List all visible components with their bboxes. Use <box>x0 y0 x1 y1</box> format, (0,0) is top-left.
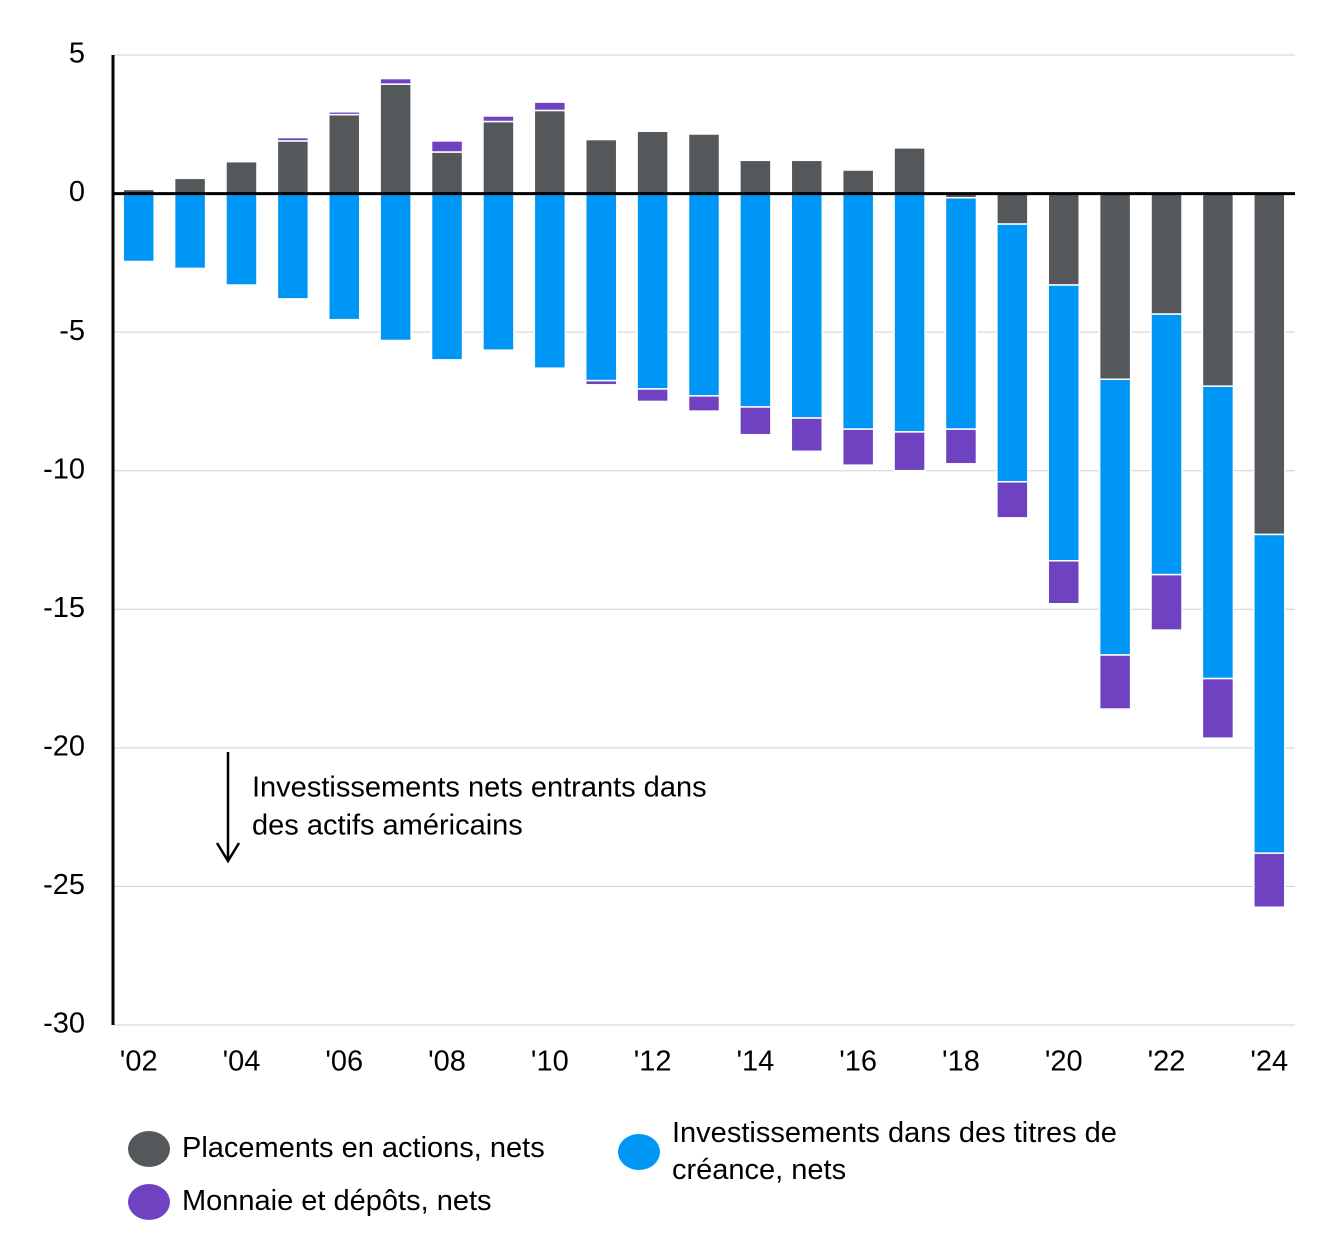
bar-segment <box>1253 533 1286 854</box>
bar-segment <box>225 192 258 286</box>
annotation: des actifs américains <box>252 810 523 842</box>
bar-segment <box>1098 654 1132 710</box>
bar-segment <box>379 83 412 195</box>
bar-segment <box>841 169 875 195</box>
bar-segment <box>533 109 567 195</box>
bar-segment <box>687 192 721 397</box>
bar-segment <box>482 192 515 351</box>
y-tick-label: 5 <box>69 38 85 70</box>
bar-segment <box>1150 573 1183 631</box>
x-tick-label: '18 <box>942 1046 980 1078</box>
legend-item: Investissements dans des titres de créan… <box>618 1115 1198 1189</box>
bar-segment <box>996 192 1029 225</box>
bar-segment <box>482 120 515 195</box>
y-tick-label: -30 <box>43 1008 85 1040</box>
bar-segment <box>173 192 207 270</box>
bar-segment <box>893 431 926 472</box>
bar-segment <box>739 406 772 436</box>
legend-label: Placements en actions, nets <box>182 1132 545 1164</box>
bar-segment <box>636 192 669 390</box>
legend-label: Investissements dans des titres de créan… <box>672 1117 1117 1186</box>
bar-segment <box>533 192 567 369</box>
bar-segment <box>584 379 618 386</box>
legend-label: Monnaie et dépôts, nets <box>182 1185 492 1217</box>
bar-segment <box>276 192 310 300</box>
bar-segment <box>944 428 978 465</box>
bar-segment <box>584 138 618 195</box>
bar-segment <box>533 101 567 112</box>
bar-segment <box>996 223 1029 483</box>
x-tick-label: '12 <box>634 1046 672 1078</box>
bar-segment <box>687 395 721 412</box>
legend-swatch <box>618 1134 660 1170</box>
arrow-head <box>215 842 241 864</box>
x-tick-label: '24 <box>1250 1046 1288 1078</box>
bar-segment <box>379 192 412 342</box>
y-tick-label: 0 <box>69 176 85 208</box>
y-tick-label: -15 <box>43 592 85 624</box>
bar-segment <box>893 192 926 433</box>
bar-segment <box>996 481 1029 519</box>
bar-segment <box>276 136 310 142</box>
bar-segment <box>1201 677 1235 739</box>
bar-segment <box>430 192 464 361</box>
bar-segment <box>1201 385 1235 680</box>
bar-segment <box>1253 192 1286 536</box>
bar-segment <box>276 140 310 195</box>
x-tick-label: '06 <box>325 1046 363 1078</box>
bar-segment <box>790 192 824 419</box>
bar-segment <box>1098 378 1132 656</box>
bar-segment <box>122 192 155 263</box>
bar-segment <box>739 192 772 408</box>
bar-segment <box>1150 192 1183 315</box>
bar-segment <box>1047 560 1080 605</box>
y-tick-label: -10 <box>43 453 85 485</box>
bar-segment <box>1098 192 1132 381</box>
bar-segment <box>1201 192 1235 387</box>
bar-segment <box>328 111 361 116</box>
bar-segment <box>739 159 772 195</box>
bar-segment <box>636 388 669 403</box>
x-tick-label: '08 <box>428 1046 466 1078</box>
y-tick-label: -5 <box>59 315 85 347</box>
bar-segment <box>687 133 721 195</box>
chart: 5 0 -5 -10 -15 -20 -25 -30 '02 '04 '06 '08 '10 '12 '14… <box>43 38 1295 1078</box>
bar-segment <box>225 160 258 195</box>
bar-segment <box>430 140 464 153</box>
bar-segment <box>790 417 824 453</box>
bar-segment <box>790 159 824 195</box>
bar-segment <box>328 192 361 321</box>
bar-segment <box>1047 284 1080 562</box>
legend-swatch <box>128 1183 170 1220</box>
bar-segment <box>328 113 361 195</box>
bar-segment <box>636 130 669 195</box>
bar-segment <box>1253 852 1286 908</box>
x-tick-label: '20 <box>1045 1046 1083 1078</box>
bar-segment <box>944 196 978 430</box>
bar-segment <box>893 147 926 195</box>
bar-segment <box>841 428 875 466</box>
annotation: Investissements nets entrants dans <box>252 772 707 804</box>
bar-segment <box>1047 192 1080 286</box>
x-tick-label: '22 <box>1148 1046 1186 1078</box>
bar-segment <box>1150 313 1183 576</box>
legend-swatch <box>128 1130 170 1167</box>
x-tick-label: '14 <box>736 1046 774 1078</box>
bar-segment <box>584 192 618 382</box>
bar-segment <box>430 151 464 195</box>
bar-segment <box>482 115 515 123</box>
x-tick-label: '04 <box>223 1046 261 1078</box>
legend-item: Monnaie et dépôts, nets <box>128 1183 492 1220</box>
legend-item: Placements en actions, nets <box>128 1130 545 1167</box>
x-tick-label: '16 <box>839 1046 877 1078</box>
y-tick-label: -25 <box>43 869 85 901</box>
y-tick-label: -20 <box>43 731 85 763</box>
bar-segment <box>841 192 875 430</box>
x-tick-label: '02 <box>120 1046 158 1078</box>
bar-segment <box>173 177 207 195</box>
bar-segment <box>379 77 412 85</box>
x-tick-label: '10 <box>531 1046 569 1078</box>
